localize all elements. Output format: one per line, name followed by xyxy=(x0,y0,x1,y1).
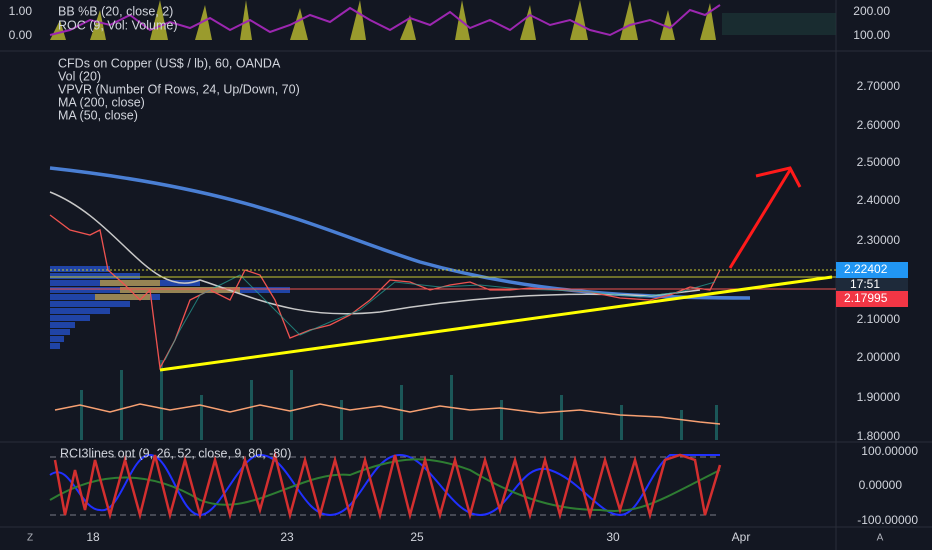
price-label: 1.80000 xyxy=(857,429,901,443)
arrow xyxy=(728,166,802,269)
time-label: 30 xyxy=(606,530,620,544)
indicator-legend: ROC (9, Vol: Volume) xyxy=(58,18,178,32)
main-legend: CFDs on Copper (US$ / lb), 60, OANDAVol … xyxy=(58,56,300,122)
zoom-button[interactable]: Z xyxy=(27,533,33,544)
bb-line xyxy=(49,4,721,37)
time-label: 25 xyxy=(410,530,424,544)
countdown: 17:51 xyxy=(850,277,880,291)
price-label: 2.30000 xyxy=(857,233,901,247)
volume-bars xyxy=(80,360,718,440)
trendline xyxy=(159,275,833,372)
legend-line: VPVR (Number Of Rows, 24, Up/Down, 70) xyxy=(58,82,300,96)
time-label: 18 xyxy=(86,530,100,544)
time-label: 23 xyxy=(280,530,294,544)
price-axis: 2.70000 2.60000 2.50000 2.40000 2.30000 2.100… xyxy=(857,79,901,443)
ma-50 xyxy=(49,191,701,315)
rci-long xyxy=(49,458,721,512)
highlight xyxy=(722,13,836,35)
last-price: 2.22402 xyxy=(844,262,888,276)
price-label: 2.10000 xyxy=(857,312,901,326)
price-label: 200.00 xyxy=(853,4,890,18)
volume-profile-up xyxy=(95,280,240,300)
time-axis: 18 23 25 30 Apr xyxy=(86,530,750,544)
time-label: Apr xyxy=(732,530,751,544)
rci-legend: RCI3lines opt (9, 26, 52, close, 9, 80, … xyxy=(60,446,291,460)
price-label: 100.00 xyxy=(853,28,890,42)
legend-line: MA (50, close) xyxy=(58,108,138,122)
indicator-legend: BB %B (20, close, 2) xyxy=(58,4,173,18)
price-label: 2.00000 xyxy=(857,350,901,364)
volume-ma xyxy=(54,403,721,425)
price-label: 2.60000 xyxy=(857,118,901,132)
legend-line: Vol (20) xyxy=(58,69,101,83)
top-left-label: 1.00 xyxy=(9,4,33,18)
rci-short xyxy=(53,450,722,520)
rci-mid xyxy=(49,453,720,517)
legend-line: CFDs on Copper (US$ / lb), 60, OANDA xyxy=(58,56,281,70)
price-label: 2.50000 xyxy=(857,155,901,169)
legend-line: MA (200, close) xyxy=(58,95,145,109)
last-price-tag xyxy=(836,262,908,278)
line-price: 2.17995 xyxy=(844,291,888,305)
rci-label: 0.00000 xyxy=(859,478,903,492)
rci-label: -100.00000 xyxy=(857,513,918,527)
price-label: 2.70000 xyxy=(857,79,901,93)
line-price-tag xyxy=(836,291,908,307)
top-left-label: 0.00 xyxy=(9,28,33,42)
levels xyxy=(50,269,836,290)
price-label: 1.90000 xyxy=(857,390,901,404)
rci-levels xyxy=(50,456,720,516)
rci-label: 100.00000 xyxy=(861,444,918,458)
auto-button[interactable]: A xyxy=(877,533,884,544)
price-up xyxy=(164,274,716,361)
price-label: 2.40000 xyxy=(857,193,901,207)
countdown-tag xyxy=(836,278,908,292)
